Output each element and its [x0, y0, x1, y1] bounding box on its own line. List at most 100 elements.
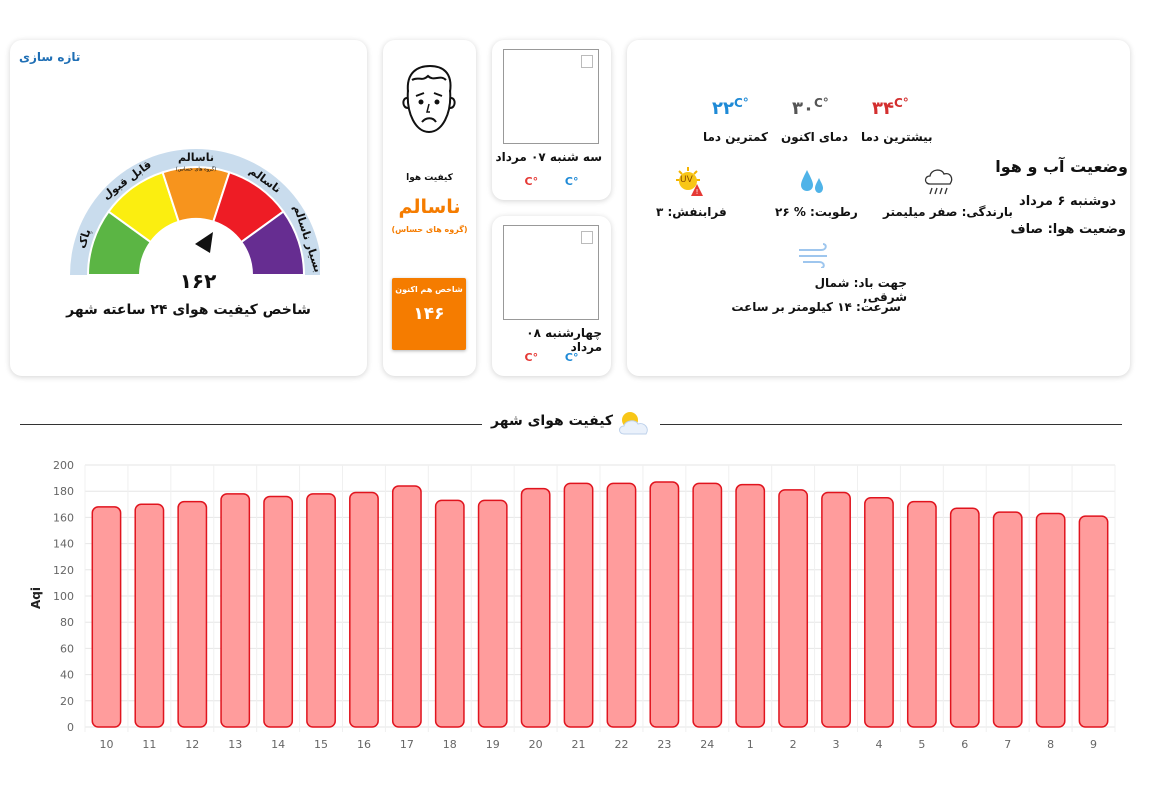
x-tick-label: 8: [1047, 738, 1054, 751]
forecast-day: سه شنبه ۰۷ مرداد: [495, 150, 602, 164]
chart-bar: [864, 497, 894, 728]
x-tick-label: 13: [228, 738, 242, 751]
forecast-max: C°: [524, 351, 539, 364]
gauge-center: [140, 219, 252, 325]
sad-face-icon: [402, 64, 456, 134]
aqi-bar-chart: 10 11 12 13 14 15 16 17 18 19 20 21 22 23 24 1 2 3 4 5 6 7 8 9 …: [29, 459, 1116, 751]
chart-bar: [563, 482, 594, 728]
x-tick-label: 22: [614, 738, 628, 751]
chart-bar: [649, 481, 680, 728]
chart-bar: [1035, 512, 1066, 728]
y-tick-label: 20: [60, 695, 74, 708]
forecast-image: [503, 49, 599, 144]
refresh-link[interactable]: تازه سازی: [19, 50, 81, 64]
air-quality-status: ناسالم: [398, 196, 461, 218]
chart-bar: [91, 506, 122, 728]
gauge-segment-label: پاک: [75, 227, 93, 250]
chart-bar: [134, 503, 165, 728]
weather-date: دوشنبه ۶ مرداد: [1019, 194, 1116, 209]
x-tick-label: 3: [833, 738, 840, 751]
x-tick-label: 12: [185, 738, 199, 751]
x-tick-label: 9: [1090, 738, 1097, 751]
y-tick-label: 120: [53, 564, 74, 577]
x-tick-label: 6: [961, 738, 968, 751]
uv-icon-text: UV: [680, 175, 693, 185]
y-tick-label: 100: [53, 590, 74, 603]
y-tick-label: 140: [53, 538, 74, 551]
y-tick-label: 200: [53, 459, 74, 472]
chart-bar: [606, 482, 637, 728]
svg-text:!: !: [696, 188, 699, 196]
x-tick-label: 21: [572, 738, 586, 751]
min-temp-label: کمترین دما: [703, 130, 768, 144]
forecast-temps: C° C°: [492, 175, 611, 188]
y-tick-label: 40: [60, 669, 74, 682]
chart-bar: [477, 499, 508, 728]
x-tick-label: 15: [314, 738, 328, 751]
x-tick-label: 1: [747, 738, 754, 751]
section-title: کیفیت هوای شهر: [491, 413, 614, 429]
uv-index: فرابنفش: ۳: [656, 205, 727, 219]
y-tick-label: 60: [60, 642, 74, 655]
x-tick-label: 11: [142, 738, 156, 751]
chart-bar: [391, 485, 422, 728]
chart-bar: [177, 500, 208, 728]
chart-bar: [735, 483, 766, 728]
wind-icon: [799, 243, 827, 268]
chart-bar: [821, 491, 851, 728]
rain-cloud-icon: [924, 169, 953, 195]
y-tick-label: 0: [67, 721, 74, 734]
x-tick-label: 18: [443, 738, 457, 751]
x-tick-label: 4: [875, 738, 882, 751]
chart-bar: [220, 493, 251, 728]
gauge-value: ۱۶۲: [180, 269, 217, 293]
chart-bar: [263, 495, 294, 728]
y-tick-label: 160: [53, 511, 74, 524]
current-index-value: ۱۴۶: [413, 304, 445, 324]
chart-bar: [520, 487, 551, 728]
x-tick-label: 10: [99, 738, 113, 751]
uv-icon: !: [676, 167, 703, 196]
x-tick-label: 14: [271, 738, 285, 751]
x-tick-label: 17: [400, 738, 414, 751]
x-tick-label: 23: [657, 738, 671, 751]
precipitation: بارندگی: صفر میلیمتر: [883, 205, 1013, 219]
weather-condition: وضعیت هوا: صاف: [1010, 222, 1126, 237]
max-temp: ۳۴C°: [872, 96, 909, 119]
x-tick-label: 5: [918, 738, 925, 751]
y-tick-label: 80: [60, 616, 74, 629]
aqi-gauge-card: تازه سازی پاک قابل قبول ناسالم (گروه های حس…: [10, 40, 367, 376]
gauge-segment-sublabel: (گروه های حساس): [176, 166, 217, 173]
forecast-temps: C° C°: [492, 351, 611, 364]
chart-bar: [778, 489, 809, 728]
chart-bar: [692, 482, 723, 728]
chart-bar: [992, 511, 1023, 728]
forecast-card: سه شنبه ۰۷ مرداد C° C°: [492, 40, 611, 200]
chart-bar: [1078, 515, 1109, 728]
chart-bar: [306, 493, 336, 728]
x-tick-label: 19: [486, 738, 500, 751]
partly-cloudy-icon: [619, 412, 648, 435]
air-quality-card: کیفیت هوا ناسالم (گروه های حساس) شاخص هم…: [383, 40, 476, 376]
y-axis-label: Aqi: [29, 587, 43, 609]
x-tick-label: 2: [790, 738, 797, 751]
section-divider: [660, 424, 1122, 425]
wind-direction: جهت باد: شمال شرقی,: [814, 276, 907, 304]
weather-card: ۳۴C° بیشترین دما ۳۰C° دمای اکنون ۲۲C° کم…: [627, 40, 1130, 376]
humidity: رطوبت: % ۲۶: [775, 205, 858, 219]
x-tick-label: 7: [1004, 738, 1011, 751]
chart-bar: [949, 507, 980, 728]
chart-bar: [434, 499, 465, 728]
current-temp: ۳۰C°: [792, 96, 829, 119]
x-tick-label: 20: [529, 738, 543, 751]
chart-bar: [906, 500, 937, 728]
forecast-card: چهارشنبه ۰۸ مرداد C° C°: [492, 216, 611, 376]
min-temp: ۲۲C°: [712, 96, 749, 119]
humidity-drops-icon: [801, 170, 823, 193]
air-quality-group: (گروه های حساس): [391, 225, 468, 234]
current-temp-label: دمای اکنون: [781, 130, 849, 144]
forecast-day: چهارشنبه ۰۸ مرداد: [526, 326, 602, 354]
wind-speed: سرعت: ۱۴ کیلومتر بر ساعت: [731, 300, 901, 314]
forecast-image: [503, 225, 599, 320]
